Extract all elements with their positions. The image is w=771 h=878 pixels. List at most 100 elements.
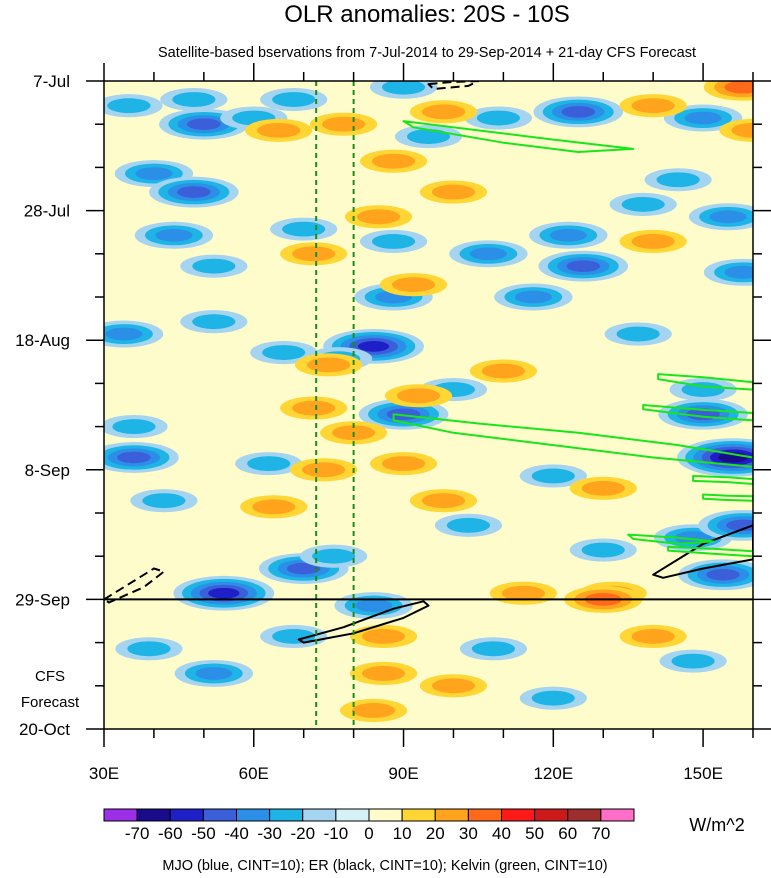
anomaly-blob [371,153,416,169]
anomaly-blob [192,314,236,330]
anomaly-blob [127,641,171,657]
anomaly-blob [631,234,675,249]
colorbar-swatch [467,808,502,822]
colorbar-swatch [501,808,536,822]
anomaly-blob [307,357,351,373]
er-contour [104,567,165,604]
anomaly-blob [566,260,601,272]
anomaly-blob [286,562,321,575]
anomaly-blob [396,388,441,404]
colorbar-label: -10 [324,824,349,843]
anomaly-blob [272,92,316,107]
anomaly-blob [187,118,221,130]
colorbar-label: 10 [393,824,412,843]
forecast-label-cfs: CFS [35,668,65,685]
y-tick-label: 29-Sep [15,590,70,609]
anomaly-blob [272,629,316,644]
anomaly-blob [361,629,406,644]
kelvin-contour [657,373,753,391]
anomaly-blob [421,104,466,120]
anomaly-blob [531,468,575,484]
anomaly-blob [192,258,236,274]
anomaly-blob [262,345,306,360]
colorbar-swatch [567,808,602,822]
kelvin-contour [392,413,753,468]
anomaly-blob [616,326,660,342]
colorbar-label: 50 [525,824,544,843]
anomaly-blob [381,456,426,472]
anomaly-blob [292,400,336,416]
anomaly-blob [406,129,451,144]
chart-subtitle: Satellite-based bservations from 7-Jul-2… [158,45,696,61]
colorbar-swatch [600,808,635,822]
er-contour [297,600,430,644]
anomaly-blob [142,493,186,509]
colorbar-label: 0 [364,824,373,843]
colorbar-swatch [368,808,403,822]
kelvin-contour [692,475,753,485]
colorbar-label: 20 [426,824,445,843]
anomaly-blob [581,542,625,558]
er-contour [427,81,480,90]
anomaly-blob [381,81,426,95]
colorbar-label: 60 [558,824,577,843]
anomaly-blob [112,419,156,435]
anomaly-blob [257,122,301,138]
anomaly-blob [391,277,436,293]
anomaly-blob [177,186,211,198]
colorbar-swatch [103,808,138,822]
anomaly-blob [581,480,625,496]
kelvin-contour [642,404,753,422]
x-tick-label: 150E [683,764,723,783]
anomaly-blob [302,462,346,478]
anomaly-blob [282,221,326,237]
anomaly-blob [501,585,545,601]
anomaly-blob [481,363,525,379]
anomaly-blob [684,111,722,125]
anomaly-blob [621,197,665,212]
colorbar-swatch [269,808,304,822]
units-label: W/m^2 [689,815,744,835]
x-tick-label: 30E [89,764,119,783]
anomaly-blob [421,493,466,509]
anomaly-blob [155,228,193,242]
colorbar-label: -40 [224,824,249,843]
colorbar-swatch [534,808,569,822]
anomaly-blob [656,172,700,188]
anomaly-blob [355,599,393,612]
colorbar-swatch [136,808,171,822]
anomaly-blob [724,265,753,279]
colorbar-label: 30 [459,824,478,843]
colorbar-label: -70 [125,824,150,843]
colorbar-label: -20 [290,824,315,843]
colorbar-label: -60 [158,824,183,843]
kelvin-contour [402,120,635,153]
anomaly-blob [195,667,233,680]
colorbar-label: -50 [191,824,216,843]
anomaly-blob [476,110,520,126]
axes: 7-Jul 28-Jul 18-Aug 8-Sep 29-Sep 20-Oct 30E 60E… [15,63,771,783]
anomaly-blob [514,290,552,304]
anomaly-blob [631,629,675,644]
anomaly-blob [549,228,587,242]
colorbar: -70 -60 -50 -40 -30 -20 -10 0 10 20 30 40 50 60 70 [103,808,635,843]
colorbar-swatch [401,808,436,822]
colorbar-swatch [169,808,204,822]
anomaly-blob [247,456,291,472]
anomaly-blob [322,116,366,132]
x-tick-label: 90E [388,764,418,783]
colorbar-swatch [335,808,370,822]
colorbar-swatch [202,808,237,822]
anomaly-blob [631,98,675,114]
anomaly-blob [731,122,753,138]
forecast-label-forecast: Forecast [21,694,80,711]
anomaly-blob [681,382,725,397]
colorbar-label: 70 [591,824,610,843]
y-tick-label: 20-Oct [19,720,70,739]
colorbar-swatch [434,808,469,822]
anomaly-blob [105,327,143,341]
anomaly-blob [208,587,240,599]
anomaly-blob [709,210,747,224]
y-tick-label: 28-Jul [24,202,70,221]
anomaly-blob [671,653,715,669]
